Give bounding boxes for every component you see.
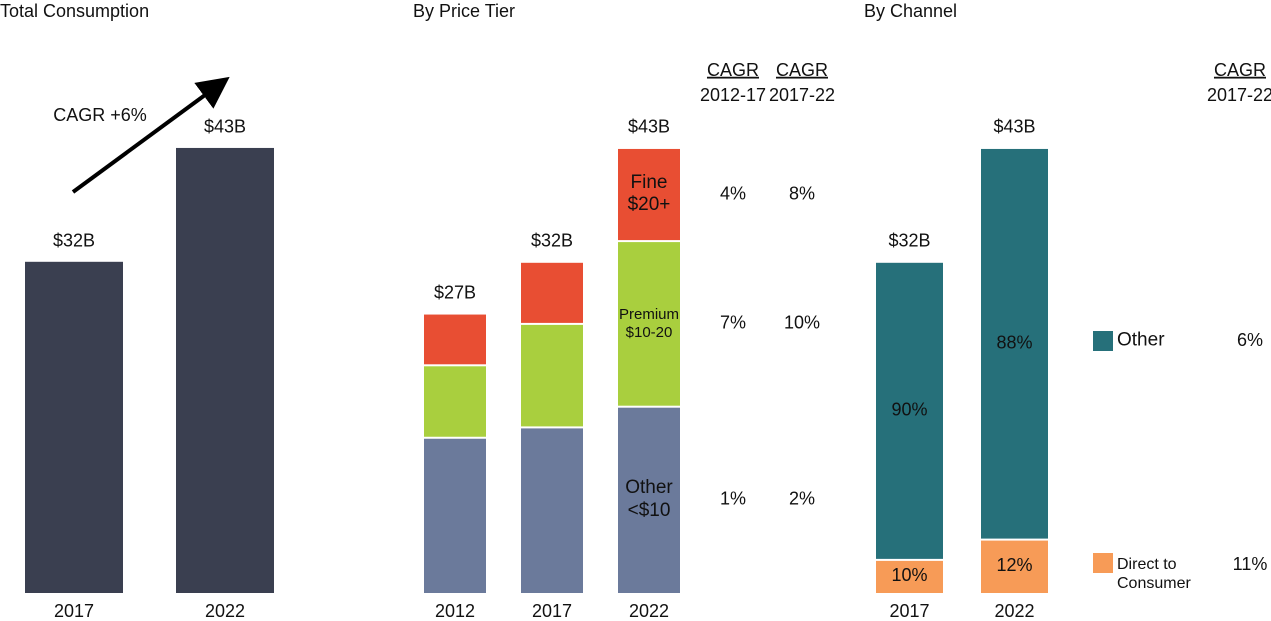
segment-label: 12% [996,555,1032,575]
cagr-value: 6% [1237,330,1263,350]
segment-label: 90% [891,400,927,420]
bar-segment [618,407,680,593]
x-tick-label: 2012 [435,601,475,621]
legend-label: Other [1117,329,1165,351]
legend-swatch [1093,553,1113,573]
bar-segment [424,438,486,593]
cagr-value: 7% [720,313,746,333]
cagr-value: 11% [1233,554,1268,574]
bar-segment [521,428,583,593]
cagr-value: 8% [789,183,815,203]
legend-label: Direct to Consumer [1117,555,1191,592]
bar-segment [618,148,680,241]
cagr-header: CAGR [707,60,759,80]
bar-segment [981,148,1048,539]
bar-segment [424,366,486,437]
panel-title: By Channel [864,1,957,21]
x-tick-label: 2022 [205,601,245,621]
panel-title: Total Consumption [0,1,149,21]
bar-segment [876,262,943,559]
bar [25,261,123,593]
bar-segment [521,262,583,323]
segment-label: 88% [996,333,1032,353]
value-label: $43B [204,117,246,137]
cagr-value: 4% [720,183,746,203]
cagr-value: 1% [720,489,746,509]
segment-name: Other <$10 [625,477,673,521]
x-tick-label: 2017 [54,601,94,621]
annotation: CAGR +6% [53,105,147,125]
x-tick-label: 2022 [994,601,1034,621]
panel-title: By Price Tier [413,1,515,21]
bar-segment [618,242,680,406]
bar-segment [981,540,1048,593]
total-label: $32B [531,231,573,251]
x-tick-label: 2017 [532,601,572,621]
total-label: $43B [628,117,670,137]
cagr-header: CAGR [1214,60,1266,80]
bar-segment [521,324,583,427]
segment-name: Fine $20+ [627,171,671,216]
total-label: $32B [888,231,930,251]
cagr-header: CAGR [776,60,828,80]
cagr-value: 2% [789,489,815,509]
bar-segment [876,560,943,593]
growth-arrow [71,76,230,194]
segment-name: Premium $10-20 [618,305,679,341]
total-label: $43B [993,117,1035,137]
cagr-period: 2017-22 [1207,85,1271,105]
cagr-period: 2012-17 [700,85,766,105]
bar [176,147,274,593]
segment-label: 10% [891,565,927,585]
cagr-period: 2017-22 [769,85,835,105]
x-tick-label: 2017 [889,601,929,621]
legend-swatch [1093,331,1113,351]
bar-segment [424,314,486,365]
value-label: $32B [53,231,95,251]
total-label: $27B [434,282,476,302]
cagr-value: 10% [784,313,820,333]
x-tick-label: 2022 [629,601,669,621]
